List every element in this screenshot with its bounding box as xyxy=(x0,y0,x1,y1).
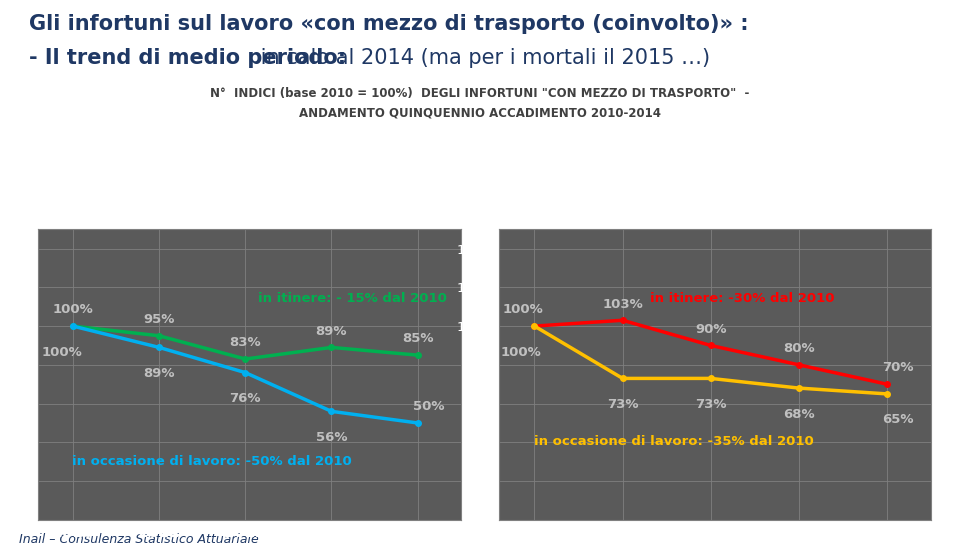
Text: 89%: 89% xyxy=(143,367,175,380)
Text: 100%: 100% xyxy=(41,345,83,358)
Text: 73%: 73% xyxy=(607,398,638,411)
Text: Denunce in complesso con mezzo di trasporto:: Denunce in complesso con mezzo di traspo… xyxy=(75,191,424,204)
Text: 100%: 100% xyxy=(53,304,93,316)
Text: 73%: 73% xyxy=(695,398,727,411)
Text: 100%: 100% xyxy=(503,304,543,316)
Text: in itinere: - 15% dal 2010: in itinere: - 15% dal 2010 xyxy=(258,292,447,305)
Text: 56%: 56% xyxy=(316,431,348,444)
Text: ANDAMENTO QUINQUENNIO ACCADIMENTO 2010-2014: ANDAMENTO QUINQUENNIO ACCADIMENTO 2010-2… xyxy=(299,106,661,119)
Text: - Il trend di medio periodo:: - Il trend di medio periodo: xyxy=(29,48,346,68)
Text: 89%: 89% xyxy=(316,325,348,338)
Text: 100%: 100% xyxy=(500,345,540,358)
Text: 80%: 80% xyxy=(783,342,815,355)
Text: 83%: 83% xyxy=(229,337,261,349)
Text: -27% dal 2010 al 2014: -27% dal 2010 al 2014 xyxy=(167,205,332,218)
Text: -33% dal 2010 al 2014: -33% dal 2010 al 2014 xyxy=(633,205,798,218)
Text: 95%: 95% xyxy=(143,313,175,326)
Text: 50%: 50% xyxy=(413,400,444,413)
Text: 65%: 65% xyxy=(882,413,914,427)
Text: 70%: 70% xyxy=(882,362,914,375)
Text: Gli infortuni sul lavoro «con mezzo di trasporto (coinvolto)» :: Gli infortuni sul lavoro «con mezzo di t… xyxy=(29,14,749,34)
Text: 76%: 76% xyxy=(229,392,261,405)
Text: in itinere: -30% dal 2010: in itinere: -30% dal 2010 xyxy=(651,292,835,305)
Text: Inail – Consulenza Statistico Attuariale: Inail – Consulenza Statistico Attuariale xyxy=(19,533,259,546)
Text: 90%: 90% xyxy=(695,323,727,336)
Text: N°  INDICI (base 2010 = 100%)  DEGLI INFORTUNI "CON MEZZO DI TRASPORTO"  -: N° INDICI (base 2010 = 100%) DEGLI INFOR… xyxy=(210,87,750,100)
Text: in occasione di lavoro: -50% dal 2010: in occasione di lavoro: -50% dal 2010 xyxy=(72,455,352,468)
Text: in calo al 2014 (ma per i mortali il 2015 …): in calo al 2014 (ma per i mortali il 201… xyxy=(254,48,710,68)
Text: in occasione di lavoro: -35% dal 2010: in occasione di lavoro: -35% dal 2010 xyxy=(534,435,813,448)
Text: Mortali accertati positivi, con mezzo di trasporto:: Mortali accertati positivi, con mezzo di… xyxy=(529,191,901,204)
Text: 85%: 85% xyxy=(402,333,434,345)
Text: 103%: 103% xyxy=(602,297,643,311)
Text: 68%: 68% xyxy=(783,408,815,420)
